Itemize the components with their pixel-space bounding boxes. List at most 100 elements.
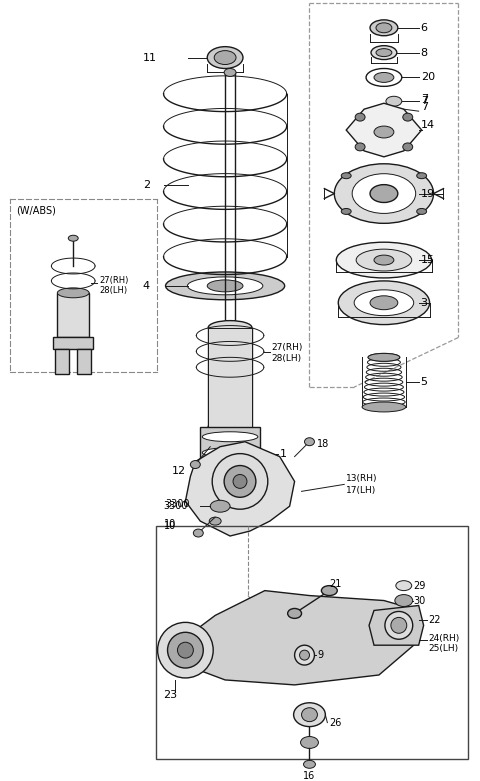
Ellipse shape [178,642,193,658]
Text: 14: 14 [420,120,435,130]
Text: (W/ABS): (W/ABS) [16,205,56,216]
Ellipse shape [303,761,315,769]
Bar [156,526,468,759]
Ellipse shape [395,594,413,607]
Polygon shape [346,103,421,157]
Text: 17(LH): 17(LH) [346,486,376,495]
Ellipse shape [368,353,400,362]
Text: 24(RH): 24(RH) [429,633,460,643]
Ellipse shape [57,288,89,298]
Ellipse shape [210,501,230,512]
Text: 1: 1 [280,448,287,458]
Text: 19: 19 [420,188,435,198]
Ellipse shape [385,612,413,639]
Polygon shape [369,605,424,645]
Ellipse shape [362,402,406,412]
Ellipse shape [403,113,413,121]
Ellipse shape [374,255,394,265]
Ellipse shape [322,586,337,596]
Ellipse shape [304,437,314,446]
Ellipse shape [417,209,427,215]
Text: 2: 2 [143,180,150,190]
Text: 11: 11 [143,52,157,62]
Ellipse shape [352,173,416,213]
Text: 7: 7 [420,102,428,112]
Ellipse shape [374,73,394,82]
Text: 27(RH): 27(RH) [99,276,129,285]
Ellipse shape [212,454,268,509]
Text: 29: 29 [414,580,426,590]
Text: 28(LH): 28(LH) [272,354,302,363]
Ellipse shape [224,465,256,497]
Ellipse shape [207,47,243,69]
Ellipse shape [233,475,247,488]
Text: 12: 12 [171,466,186,476]
Ellipse shape [224,69,236,77]
Text: 5: 5 [420,377,428,387]
Text: 10: 10 [164,521,176,531]
Ellipse shape [157,622,213,678]
Text: 3: 3 [420,298,428,308]
Ellipse shape [208,420,252,433]
Text: 3300: 3300 [166,499,190,509]
Text: 26: 26 [329,718,342,728]
Ellipse shape [341,209,351,215]
Ellipse shape [386,96,402,106]
Text: 28(LH): 28(LH) [99,287,127,295]
Ellipse shape [376,23,392,33]
Text: 13(RH): 13(RH) [346,474,378,483]
Ellipse shape [336,242,432,278]
Ellipse shape [202,448,258,458]
Text: 4: 4 [143,281,150,291]
Text: 8: 8 [420,48,428,58]
Polygon shape [185,442,295,536]
Text: 18: 18 [317,439,330,449]
Ellipse shape [396,581,412,590]
Ellipse shape [334,164,433,223]
Text: 16: 16 [303,771,316,781]
Ellipse shape [166,272,285,300]
Ellipse shape [354,290,414,316]
Ellipse shape [356,249,412,271]
Ellipse shape [391,618,407,633]
Ellipse shape [207,280,243,292]
Ellipse shape [68,235,78,241]
Ellipse shape [338,281,430,325]
Text: 7: 7 [420,96,428,106]
Ellipse shape [355,113,365,121]
Ellipse shape [202,464,258,473]
Ellipse shape [370,296,398,310]
Ellipse shape [191,461,200,469]
Text: 25(LH): 25(LH) [429,644,459,653]
Ellipse shape [208,321,252,334]
Text: 30: 30 [414,596,426,605]
Ellipse shape [187,277,263,294]
Ellipse shape [341,173,351,179]
Ellipse shape [214,51,236,65]
Ellipse shape [288,608,301,619]
Ellipse shape [374,126,394,138]
Bar [55,349,69,374]
Text: 27(RH): 27(RH) [272,343,303,352]
Text: 10: 10 [164,519,176,529]
Polygon shape [176,590,419,685]
Ellipse shape [370,20,398,36]
Text: 3300: 3300 [164,501,188,512]
Bar [53,337,93,349]
Bar [200,427,260,481]
Text: 21: 21 [329,579,342,589]
Ellipse shape [193,529,203,537]
Ellipse shape [301,708,317,722]
Ellipse shape [168,633,203,668]
Ellipse shape [209,517,221,525]
Ellipse shape [370,184,398,202]
Bar [77,349,91,374]
Ellipse shape [371,45,397,59]
Ellipse shape [295,645,314,665]
Ellipse shape [417,173,427,179]
Text: 22: 22 [429,615,441,626]
Text: 23: 23 [164,690,178,700]
Ellipse shape [355,143,365,151]
Ellipse shape [300,650,310,660]
Text: 15: 15 [420,255,435,265]
